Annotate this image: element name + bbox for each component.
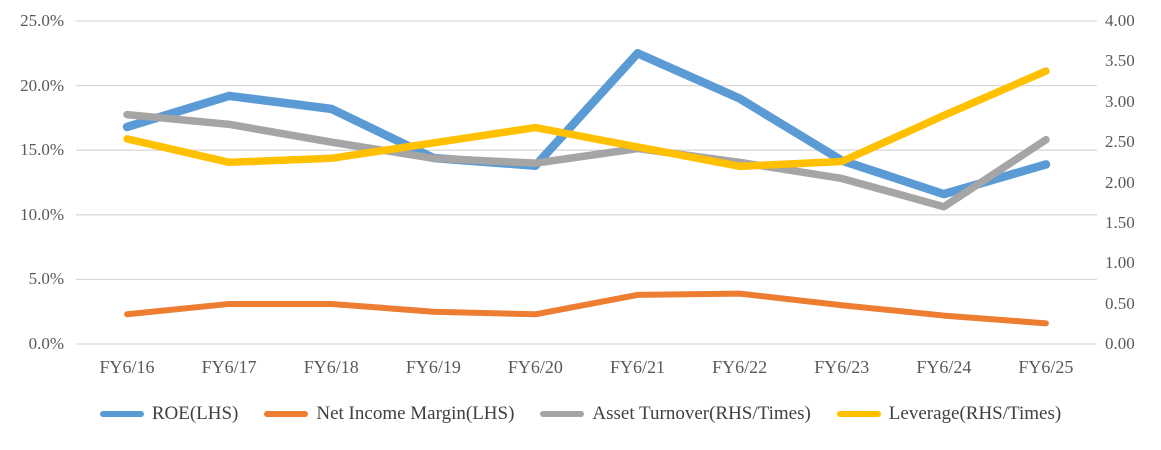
legend-label: Leverage(RHS/Times) — [888, 403, 1062, 424]
x-axis-label: FY6/17 — [201, 357, 257, 377]
y-right-tick-label: 0.50 — [1105, 293, 1135, 313]
legend-item-0: ROE(LHS) — [99, 403, 239, 425]
legend-label: Asset Turnover(RHS/Times) — [592, 403, 811, 424]
y-left-tick-label: 20.0% — [20, 75, 64, 95]
legend-item-3: Leverage(RHS/Times) — [836, 403, 1062, 425]
x-axis-label: FY6/24 — [916, 357, 972, 377]
legend-item-1: Net Income Margin(LHS) — [264, 403, 514, 425]
y-left-tick-label: 0.0% — [28, 334, 64, 353]
legend: ROE(LHS) Net Income Margin(LHS) Asset Turn… — [0, 403, 1161, 425]
legend-label: Net Income Margin(LHS) — [316, 403, 515, 424]
legend-swatch-icon — [99, 411, 144, 417]
y-left-tick-label: 15.0% — [20, 140, 64, 160]
legend-swatch-icon — [836, 411, 881, 417]
y-right-tick-label: 3.50 — [1105, 51, 1135, 71]
x-axis-label: FY6/19 — [405, 357, 461, 377]
series-line-1 — [124, 290, 1049, 327]
legend-item-2: Asset Turnover(RHS/Times) — [540, 403, 811, 425]
y-right-tick-label: 0.00 — [1105, 334, 1135, 353]
series-line-0 — [122, 49, 1051, 199]
y-right-tick-label: 3.00 — [1105, 91, 1135, 111]
y-left-tick-label: 10.0% — [20, 204, 64, 224]
y-right-tick-label: 1.00 — [1105, 253, 1135, 273]
legend-swatch-icon — [540, 411, 585, 417]
y-right-tick-label: 2.00 — [1105, 172, 1135, 192]
x-axis-label: FY6/21 — [610, 357, 666, 377]
y-right-tick-label: 2.50 — [1105, 132, 1135, 152]
x-axis-label: FY6/16 — [99, 357, 155, 377]
y-left-tick-label: 5.0% — [28, 269, 64, 289]
x-axis-label: FY6/18 — [303, 357, 359, 377]
series-line-3 — [123, 67, 1050, 171]
x-axis-label: FY6/25 — [1018, 357, 1074, 377]
x-axis-label: FY6/23 — [814, 357, 870, 377]
series-line-2 — [123, 110, 1050, 211]
legend-label: ROE(LHS) — [151, 403, 239, 424]
y-right-tick-label: 4.00 — [1105, 11, 1135, 30]
legend-swatch-icon — [264, 411, 309, 417]
x-axis-label: FY6/22 — [712, 357, 768, 377]
y-right-tick-label: 1.50 — [1105, 212, 1135, 232]
x-axis-label: FY6/20 — [507, 357, 563, 377]
y-left-tick-label: 25.0% — [20, 11, 64, 30]
